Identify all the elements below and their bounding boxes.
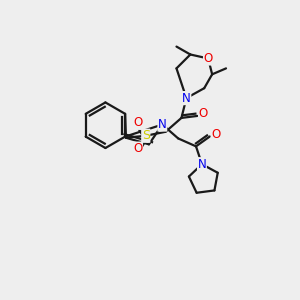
Text: O: O bbox=[211, 128, 220, 141]
Text: O: O bbox=[204, 52, 213, 65]
Text: N: N bbox=[158, 118, 167, 131]
Text: O: O bbox=[199, 107, 208, 121]
Text: O: O bbox=[133, 116, 142, 129]
Text: N: N bbox=[198, 158, 206, 171]
Text: O: O bbox=[133, 142, 142, 155]
Text: S: S bbox=[142, 129, 150, 142]
Text: N: N bbox=[182, 92, 191, 105]
